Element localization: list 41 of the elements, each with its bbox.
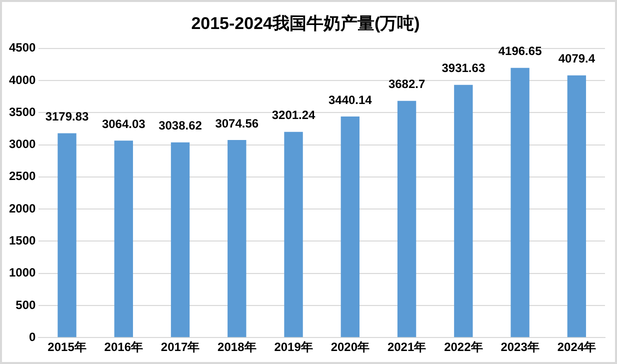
data-label: 4079.4 (558, 52, 596, 66)
chart-title: 2015-2024我国牛奶产量(万吨) (191, 14, 420, 33)
x-tick-label: 2015年 (48, 340, 86, 354)
y-tick-label: 500 (16, 298, 36, 312)
data-label: 3440.14 (328, 92, 372, 107)
x-tick-label: 2020年 (330, 340, 370, 354)
bar (228, 140, 246, 338)
y-tick-label: 1500 (8, 234, 36, 248)
y-tick-label: 3500 (8, 104, 36, 119)
x-tick-label: 2021年 (387, 340, 426, 354)
x-tick-label: 2019年 (274, 340, 313, 354)
data-label: 3931.63 (442, 61, 486, 76)
bar (454, 84, 473, 338)
bar (284, 132, 303, 338)
data-label: 3179.83 (45, 110, 90, 124)
data-label: 3064.03 (102, 117, 146, 131)
x-tick-label: 2016年 (104, 340, 143, 354)
data-label: 3074.56 (215, 116, 259, 130)
data-label: 3038.62 (158, 118, 202, 133)
bar (170, 142, 190, 338)
y-tick-label: 4500 (8, 40, 36, 55)
bar (510, 68, 530, 338)
data-label: 3201.24 (272, 108, 316, 122)
y-tick-label: 2500 (8, 169, 36, 184)
y-tick-label: 4000 (8, 72, 36, 87)
x-tick-label: 2022年 (444, 340, 483, 354)
y-tick-label: 0 (29, 330, 36, 344)
x-tick-label: 2017年 (160, 340, 200, 354)
y-tick-label: 1000 (8, 266, 36, 280)
bar (58, 133, 76, 338)
x-tick-label: 2018年 (218, 340, 256, 354)
bar (397, 100, 416, 338)
data-label: 4196.65 (498, 44, 542, 58)
bar (340, 116, 360, 338)
x-tick-label: 2024年 (557, 340, 596, 354)
bar (114, 140, 133, 338)
data-label: 3682.7 (388, 77, 426, 92)
x-tick-label: 2023年 (500, 340, 540, 354)
bar (567, 75, 586, 338)
y-tick-label: 3000 (8, 137, 36, 152)
y-tick-label: 2000 (8, 201, 36, 216)
